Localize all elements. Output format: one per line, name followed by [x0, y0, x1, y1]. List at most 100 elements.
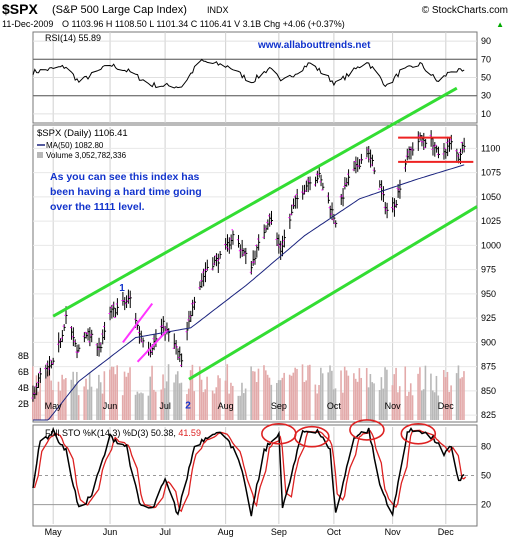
volume-bar — [116, 365, 118, 420]
volume-bar — [408, 391, 410, 420]
chart-header: $SPX (S&P 500 Large Cap Index) INDX © St… — [2, 1, 508, 29]
volume-bar — [446, 371, 449, 420]
exchange-label: INDX — [207, 5, 229, 15]
volume-bar — [239, 395, 241, 420]
volume-bar — [345, 370, 348, 420]
volume-bar — [371, 382, 374, 420]
price-tick-labels: 1100 1075 1050 1025 1000 975 950 925 900 875 850 82… — [481, 143, 501, 420]
volume-bar — [50, 380, 52, 420]
volume-bar — [276, 382, 278, 420]
volume-bar — [450, 385, 452, 420]
volume-bar — [98, 374, 100, 420]
volume-bar — [72, 371, 74, 420]
price-tick-label: 825 — [481, 410, 496, 420]
volume-bar — [77, 395, 80, 420]
rsi-tick-label: 10 — [481, 109, 491, 119]
sto-k-value: 50.38, — [151, 428, 176, 438]
volume-bar — [398, 386, 401, 420]
sto-tick-labels: 80 50 20 — [481, 441, 491, 509]
volume-bar — [347, 375, 350, 420]
volume-bar — [459, 378, 462, 420]
volume-bar — [110, 366, 113, 420]
volume-bar — [406, 395, 408, 420]
volume-bar — [444, 377, 447, 420]
price-panel: 1 2 1100 1075 1050 1025 1000 975 950 925 900 875 8… — [18, 86, 501, 423]
volume-bar — [147, 395, 150, 420]
sto-tick-label: 20 — [481, 500, 491, 510]
x-month-label: May — [45, 401, 63, 411]
volume-bar — [83, 386, 85, 420]
volume-bar — [301, 364, 304, 420]
volume-bar — [411, 395, 414, 420]
volume-bar — [112, 366, 115, 420]
volume-bar — [305, 380, 307, 420]
volume-bar — [87, 389, 89, 420]
volume-bar — [420, 390, 423, 420]
volume-bar — [129, 367, 131, 420]
volume-bar — [138, 393, 141, 420]
volume-bar — [263, 365, 265, 420]
volume-bar — [288, 374, 291, 420]
volume-bar — [35, 375, 38, 420]
volume-bar — [74, 384, 76, 420]
sto-k-line — [32, 427, 465, 518]
volume-bar — [303, 381, 306, 420]
volume-bar — [255, 382, 258, 420]
sto-circle — [349, 419, 385, 441]
price-tick-label: 900 — [481, 337, 496, 347]
volume-bar — [265, 370, 267, 420]
price-tick-label: 1050 — [481, 192, 501, 202]
rsi-panel: 90 70 50 30 10 RSI(14) 55.89 www.allabouttre… — [32, 31, 491, 124]
volume-bar — [70, 379, 73, 420]
volume-bar — [270, 384, 273, 420]
volume-bar — [356, 381, 359, 420]
volume-tick-label: 2B — [18, 399, 29, 409]
volume-bar — [237, 395, 240, 420]
volume-bar — [334, 388, 337, 420]
volume-bar — [189, 370, 192, 420]
volume-bar — [241, 382, 243, 420]
volume-bar — [103, 371, 106, 420]
volume-bar — [65, 378, 67, 420]
rsi-tick-labels: 90 70 50 30 10 — [481, 36, 491, 119]
x-month-label: Oct — [327, 527, 342, 537]
volume-bar — [57, 381, 60, 420]
volume-bar — [175, 374, 177, 420]
volume-bar — [167, 364, 170, 420]
annotation-line: been having a hard time going — [50, 186, 202, 198]
volume-bar — [268, 377, 271, 420]
price-tick-label: 1075 — [481, 168, 501, 178]
brand-label: © StockCharts.com — [422, 5, 508, 16]
annotation-line: over the 1111 level. — [50, 201, 145, 213]
volume-bar — [165, 381, 168, 420]
volume-bar — [151, 365, 153, 420]
volume-bar — [395, 367, 397, 420]
volume-bar — [48, 365, 51, 420]
wave-label-2: 2 — [185, 400, 191, 411]
price-tick-label: 875 — [481, 362, 496, 372]
volume-bar — [332, 389, 335, 420]
x-month-label: Jun — [103, 401, 118, 411]
sto-d-line — [33, 429, 467, 513]
volume-bar — [320, 367, 322, 420]
volume-bar — [200, 379, 203, 420]
volume-bar — [327, 372, 329, 420]
volume-bar — [435, 375, 438, 420]
volume-bar — [52, 390, 54, 420]
volume-bar — [433, 392, 436, 420]
volume-bar — [290, 375, 293, 420]
annotation-line: As you can see this index has — [50, 171, 200, 183]
price-tick-label: 925 — [481, 313, 496, 323]
volume-bar — [219, 378, 221, 420]
volume-bar — [162, 374, 164, 420]
volume-bar — [164, 388, 166, 420]
quote-line: O 1103.96 H 1108.50 L 1101.34 C 1106.41 … — [62, 19, 345, 29]
volume-bar — [455, 373, 458, 420]
volume-bar — [391, 385, 394, 420]
volume-bar — [279, 380, 282, 420]
volume-bar — [244, 388, 247, 420]
volume-bar — [314, 384, 317, 420]
price-tick-label: 1000 — [481, 240, 501, 250]
volume-bar — [340, 370, 342, 420]
